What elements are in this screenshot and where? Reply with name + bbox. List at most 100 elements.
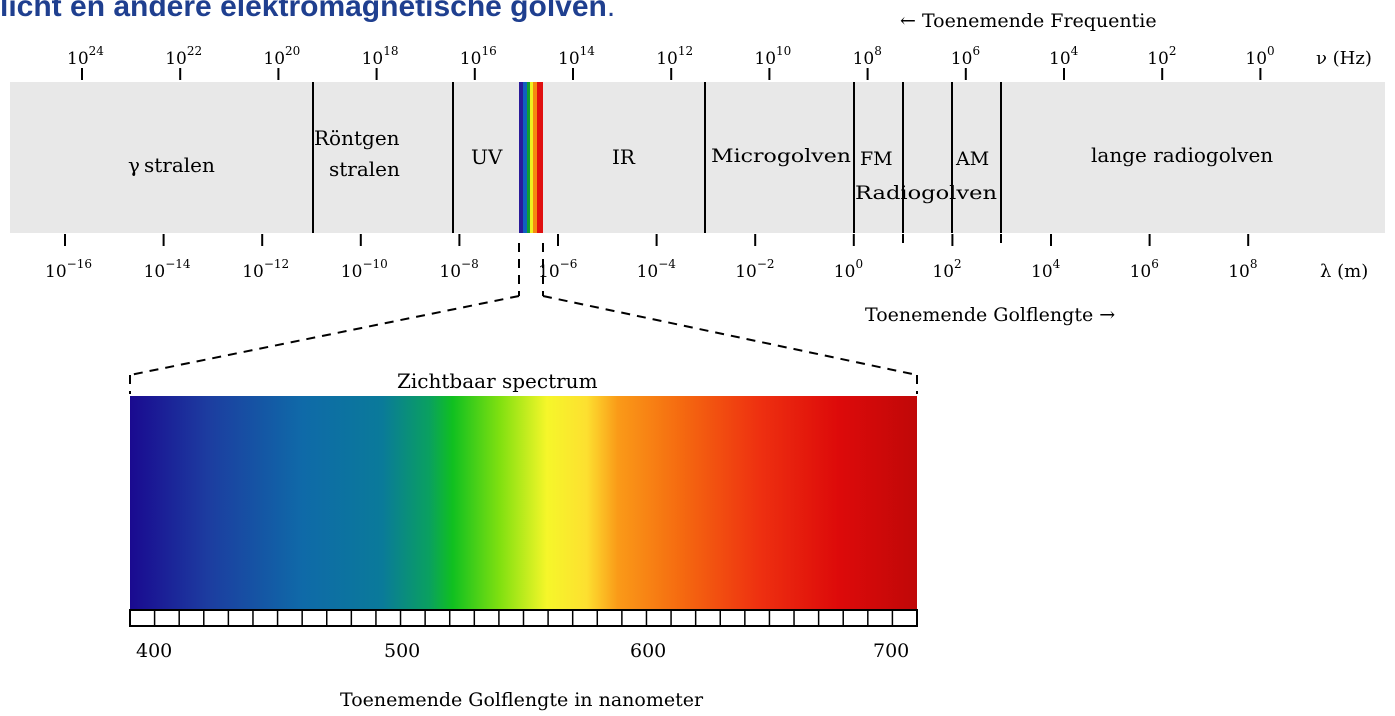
tick-exponent: 4 [1071, 44, 1079, 58]
wavelength-tick-label: 104 [1031, 257, 1061, 282]
frequency-unit-label: ν (Hz) [1316, 48, 1372, 69]
visible-tick-700: 700 [873, 640, 909, 662]
tick-base: 10 [1130, 262, 1152, 282]
frequency-tick-label: 106 [951, 44, 980, 69]
tick-base: 10 [932, 262, 954, 282]
tick-exponent: 6 [972, 44, 980, 58]
tick-exponent: 0 [1267, 44, 1275, 58]
radio-label: Radiogolven [855, 182, 997, 204]
frequency-tick-label: 102 [1147, 44, 1176, 69]
tick-base: 10 [242, 262, 264, 282]
tick-base: 10 [460, 49, 482, 69]
frequency-tick-label: 1018 [362, 44, 399, 69]
tick-exponent: 10 [776, 44, 791, 58]
tick-base: 10 [1049, 49, 1071, 69]
fm-label: FM [860, 148, 893, 170]
frequency-ticks: 1024 1022 1020 1018 1016 1014 1012 1010 108 106 10… [67, 44, 1275, 80]
xray-label-line2: stralen [329, 157, 400, 181]
tick-exponent: 12 [678, 44, 693, 58]
tick-exponent: 2 [1169, 44, 1177, 58]
tick-exponent: −8 [461, 257, 479, 271]
wavelength-tick-label: 10−4 [637, 257, 677, 282]
tick-exponent: −10 [362, 257, 387, 271]
xray-label-line1: Röntgen [314, 126, 400, 150]
wavelength-tick-label: 10−2 [735, 257, 774, 282]
zoom-connectors [129, 243, 918, 394]
heading-tail: . [606, 0, 616, 23]
tick-base: 10 [263, 49, 285, 69]
wavelength-tick-label: 10−14 [144, 257, 191, 282]
tick-base: 10 [45, 262, 67, 282]
tick-exponent: −4 [658, 257, 676, 271]
tick-base: 10 [165, 49, 187, 69]
tick-base: 10 [1245, 49, 1267, 69]
tick-base: 10 [144, 262, 166, 282]
visible-ruler [129, 609, 918, 627]
tick-exponent: −6 [560, 257, 578, 271]
tick-base: 10 [538, 262, 560, 282]
tick-exponent: 4 [1053, 257, 1061, 271]
tick-base: 10 [656, 49, 678, 69]
tick-exponent: 8 [1250, 257, 1258, 271]
gamma-symbol: γ [128, 153, 140, 177]
ir-label: IR [612, 145, 636, 169]
frequency-tick-label: 104 [1049, 44, 1079, 69]
tick-exponent: −2 [757, 257, 775, 271]
wavelength-tick-label: 10−10 [341, 257, 388, 282]
frequency-tick-label: 100 [1245, 44, 1274, 69]
tick-base: 10 [67, 49, 89, 69]
tick-exponent: −14 [165, 257, 191, 271]
visible-slice [519, 82, 543, 233]
tick-base: 10 [735, 262, 757, 282]
visible-tick-500: 500 [384, 640, 420, 662]
wavelength-tick-label: 102 [932, 257, 961, 282]
gamma-text: stralen [144, 153, 215, 177]
tick-exponent: 16 [481, 44, 496, 58]
tick-base: 10 [439, 262, 461, 282]
tick-exponent: −16 [67, 257, 92, 271]
tick-base: 10 [637, 262, 659, 282]
wavelength-tick-label: 10−12 [242, 257, 289, 282]
tick-exponent: 0 [855, 257, 863, 271]
frequency-tick-label: 1012 [656, 44, 693, 69]
tick-exponent: 24 [89, 44, 105, 58]
region-separators [312, 82, 1002, 233]
page-heading: licht en andere elektromagnetische golve… [0, 0, 615, 24]
tick-base: 10 [341, 262, 363, 282]
visible-spectrum-title: Zichtbaar spectrum [397, 369, 598, 393]
visible-tick-600: 600 [630, 640, 666, 662]
gamma-label: γ stralen [128, 153, 215, 177]
visible-tick-400: 400 [136, 640, 172, 662]
visible-spectrum-bar [130, 396, 917, 610]
tick-base: 10 [558, 49, 580, 69]
tick-base: 10 [834, 262, 856, 282]
micro-label: Microgolven [711, 145, 851, 167]
wavelength-tick-label: 108 [1228, 257, 1257, 282]
frequency-tick-label: 1014 [558, 44, 595, 69]
tick-base: 10 [951, 49, 973, 69]
tick-base: 10 [1031, 262, 1053, 282]
tick-exponent: 18 [383, 44, 398, 58]
tick-exponent: 2 [954, 257, 962, 271]
tick-exponent: 14 [580, 44, 596, 58]
tick-base: 10 [853, 49, 875, 69]
tick-base: 10 [1228, 262, 1250, 282]
tick-exponent: 20 [285, 44, 300, 58]
wavelength-unit-label: λ (m) [1320, 261, 1368, 282]
wavelength-tick-label: 10−16 [45, 257, 92, 282]
wavelength-tick-label: 100 [834, 257, 863, 282]
tick-exponent: 22 [187, 44, 202, 58]
frequency-tick-label: 1020 [263, 44, 300, 69]
spectrum-band [10, 82, 1385, 233]
tick-exponent: 6 [1151, 257, 1159, 271]
tick-base: 10 [362, 49, 384, 69]
tick-base: 10 [754, 49, 776, 69]
wavelength-axis-title: Toenemende Golflengte → [865, 304, 1115, 326]
heading-bold: licht en andere elektromagnetische golve… [0, 0, 607, 23]
frequency-tick-label: 1016 [460, 44, 497, 69]
frequency-tick-label: 1022 [165, 44, 202, 69]
visible-axis-title: Toenemende Golflengte in nanometer [340, 689, 704, 711]
wavelength-tick-label: 106 [1130, 257, 1159, 282]
tick-exponent: 8 [874, 44, 882, 58]
